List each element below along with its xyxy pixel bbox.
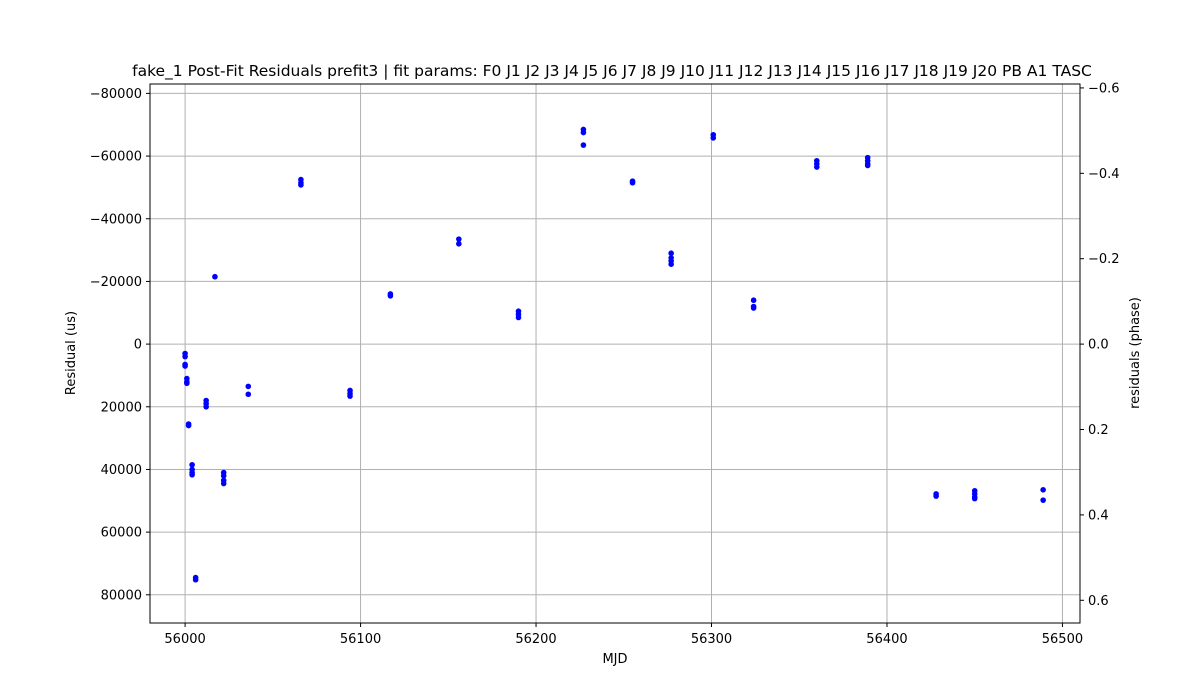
residual-point — [182, 363, 188, 369]
y-tick-label: −40000 — [90, 212, 142, 227]
y-right-tick-label: 0.4 — [1088, 508, 1109, 523]
residual-point — [456, 241, 462, 247]
axis-ticks: 56000 56100 56200 56300 56400 56500 −80000 −600… — [90, 81, 1120, 647]
residual-point — [750, 305, 757, 311]
residual-point — [515, 314, 522, 321]
x-tick-label: 56200 — [515, 632, 556, 647]
y-tick-label: 20000 — [101, 400, 142, 415]
y-axis-right-label: residuals (phase) — [1128, 297, 1143, 409]
residual-point — [220, 480, 227, 487]
residual-point — [387, 293, 394, 299]
residual-point — [668, 250, 674, 257]
residual-point — [668, 261, 674, 267]
data-points — [182, 126, 1046, 583]
plot-frame — [149, 83, 1081, 624]
residual-point — [971, 495, 978, 502]
residual-point — [629, 179, 636, 186]
x-tick-label: 56300 — [691, 632, 732, 647]
y-right-tick-label: −0.6 — [1088, 81, 1120, 96]
x-tick-label: 56400 — [866, 632, 907, 647]
residual-point — [1040, 487, 1046, 493]
y-axis-label: Residual (us) — [64, 311, 79, 395]
residual-point — [347, 393, 353, 399]
residual-point — [220, 472, 227, 479]
residual-point — [212, 273, 218, 280]
residual-point — [813, 164, 820, 170]
residual-point — [864, 162, 871, 169]
residual-point — [1040, 497, 1046, 503]
residual-point — [189, 471, 195, 478]
y-tick-label: 80000 — [101, 588, 142, 603]
residual-point — [933, 493, 939, 499]
residual-point — [710, 135, 717, 141]
residual-point — [189, 461, 195, 468]
x-tick-label: 56000 — [164, 632, 205, 647]
y-tick-label: −60000 — [90, 150, 142, 165]
y-right-tick-label: 0.0 — [1088, 338, 1109, 353]
residual-point — [245, 391, 252, 398]
residual-point — [580, 142, 587, 148]
residual-point — [185, 422, 192, 429]
chart-title: fake_1 Post-Fit Residuals prefit3 | fit … — [132, 62, 1092, 81]
residual-point — [750, 297, 757, 304]
y-right-tick-label: 0.6 — [1088, 594, 1109, 609]
grid-lines — [150, 84, 1080, 623]
residual-point — [580, 129, 587, 136]
residual-point — [203, 403, 209, 410]
x-tick-label: 56100 — [340, 632, 381, 647]
residual-point — [456, 236, 462, 242]
y-tick-label: 40000 — [101, 463, 142, 478]
y-tick-label: −80000 — [90, 87, 142, 102]
y-tick-label: −20000 — [90, 275, 142, 290]
y-right-tick-label: 0.2 — [1088, 423, 1109, 438]
residual-point — [192, 576, 199, 583]
y-tick-label: 60000 — [101, 526, 142, 541]
x-axis-label: MJD — [602, 652, 627, 667]
x-tick-label: 56500 — [1042, 632, 1083, 647]
y-tick-label: 0 — [134, 338, 142, 353]
residual-point — [182, 353, 188, 360]
residual-point — [298, 182, 304, 188]
y-right-tick-label: −0.2 — [1088, 252, 1120, 267]
y-right-tick-label: −0.4 — [1088, 167, 1120, 182]
residual-point — [184, 380, 190, 387]
residual-point — [245, 383, 252, 390]
